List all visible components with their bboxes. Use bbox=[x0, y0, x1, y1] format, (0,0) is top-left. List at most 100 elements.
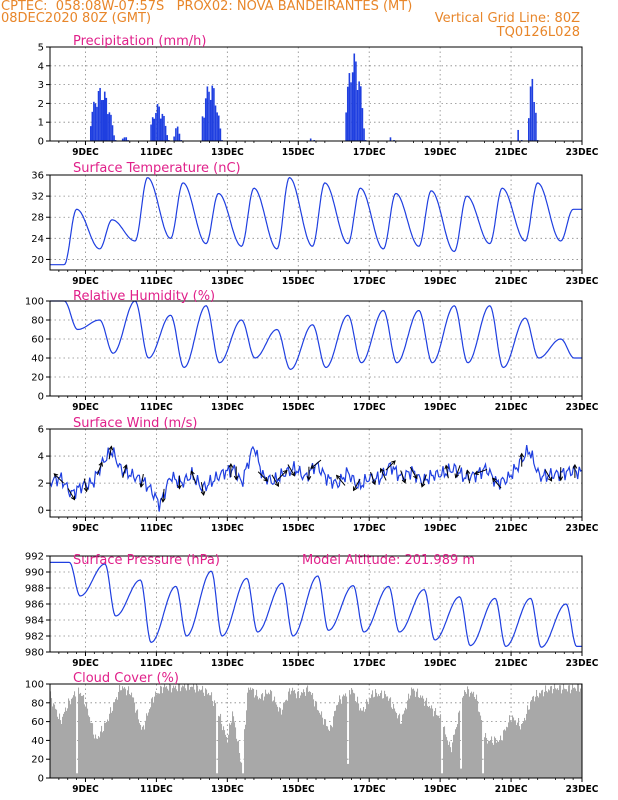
cloud-column bbox=[339, 695, 341, 778]
cloud-column bbox=[171, 692, 173, 778]
x-tick-label: 13DEC bbox=[211, 402, 244, 413]
cloud-column bbox=[196, 684, 198, 778]
cloud-column bbox=[405, 707, 407, 778]
cloud-column bbox=[93, 734, 95, 778]
precip-bar bbox=[103, 91, 106, 141]
cloud-column bbox=[298, 690, 300, 778]
cloud-column bbox=[566, 689, 568, 778]
cloud-column bbox=[55, 708, 57, 778]
wind-arrow bbox=[519, 452, 525, 467]
wind-arrow-shaft bbox=[257, 471, 268, 482]
wind-arrow bbox=[465, 469, 471, 484]
wind-arrow-head bbox=[519, 452, 525, 458]
pressure-line bbox=[50, 561, 582, 648]
cloud-column bbox=[295, 693, 297, 778]
precip-bar bbox=[346, 86, 349, 141]
wind-arrow-head bbox=[70, 495, 76, 501]
wind-arrow-shaft bbox=[162, 488, 165, 502]
cloud-column bbox=[577, 684, 579, 778]
wind-arrow bbox=[108, 445, 114, 460]
y-tick-label: 100 bbox=[25, 680, 44, 691]
cloud-column bbox=[360, 708, 362, 778]
wind-arrow-shaft bbox=[492, 477, 502, 489]
cloud-column bbox=[508, 722, 510, 778]
cloud-column bbox=[383, 698, 385, 778]
cloud-column bbox=[139, 723, 141, 778]
cloud-column bbox=[222, 730, 224, 778]
cloud-column bbox=[235, 727, 237, 778]
precip-bar bbox=[110, 114, 112, 141]
cloud-column bbox=[305, 695, 307, 778]
cloud-column bbox=[279, 707, 281, 778]
panel-pressure: 980 982 984 986 988 990 992 9DEC 11DEC 13DEC 15DEC… bbox=[25, 552, 599, 670]
y-tick-label: 80 bbox=[31, 316, 44, 327]
x-tick-label: 15DEC bbox=[282, 784, 315, 795]
precip-bar bbox=[175, 128, 177, 141]
cloud-column bbox=[185, 688, 187, 778]
cloud-column bbox=[120, 690, 122, 778]
y-tick-label: 4 bbox=[38, 61, 44, 72]
cloud-column bbox=[283, 702, 285, 778]
cloud-column bbox=[462, 697, 464, 778]
cloud-column bbox=[226, 736, 228, 778]
x-tick-label: 19DEC bbox=[424, 784, 457, 795]
cloud-column bbox=[150, 707, 152, 778]
panel-title: Relative Humidity (%) bbox=[73, 289, 215, 304]
cloud-column bbox=[376, 692, 378, 778]
cloud-column bbox=[385, 694, 387, 778]
cloud-column bbox=[367, 701, 369, 778]
cloud-column bbox=[575, 688, 577, 778]
cloud-column bbox=[231, 722, 233, 778]
cloud-column bbox=[170, 684, 172, 778]
cloud-column bbox=[225, 734, 227, 778]
header-model-code: TQ0126L028 bbox=[496, 25, 580, 40]
cloud-column bbox=[423, 698, 425, 778]
cloud-column bbox=[151, 698, 153, 778]
wind-arrow-head bbox=[379, 467, 385, 473]
panel-title: Precipitation (mm/h) bbox=[73, 34, 206, 49]
cloud-column bbox=[358, 703, 360, 778]
plot-frame bbox=[49, 46, 583, 142]
cloud-column bbox=[273, 700, 275, 778]
cloud-column bbox=[454, 734, 456, 778]
wind-arrow bbox=[122, 464, 128, 478]
wind-arrow-head bbox=[335, 474, 341, 480]
cloud-column bbox=[60, 720, 62, 778]
cloud-column bbox=[485, 733, 487, 778]
wind-arrow bbox=[353, 478, 361, 492]
cloud-column bbox=[331, 725, 333, 778]
y-tick-label: 0 bbox=[38, 392, 44, 403]
cloud-column bbox=[184, 684, 186, 778]
cloud-column bbox=[264, 696, 266, 778]
cloud-column bbox=[218, 715, 220, 778]
y-tick-label: 988 bbox=[25, 584, 44, 595]
cloud-column bbox=[447, 740, 449, 778]
x-tick-label: 9DEC bbox=[72, 147, 99, 158]
cloud-column bbox=[352, 689, 354, 778]
x-tick-label: 17DEC bbox=[353, 276, 386, 287]
wind-arrow-head bbox=[401, 478, 407, 484]
x-tick-label: 21DEC bbox=[495, 276, 528, 287]
wind-arrow-head bbox=[420, 482, 426, 488]
cloud-column bbox=[219, 716, 221, 778]
cloud-column bbox=[318, 710, 320, 778]
cloud-column bbox=[309, 691, 311, 778]
cloud-column bbox=[469, 696, 471, 778]
cloud-column bbox=[404, 710, 406, 778]
precip-bar bbox=[211, 85, 214, 141]
panel-cloud-cover: 0 20 40 60 80 100 9DEC 11DEC 13DEC 15DEC 17DEC 19DE… bbox=[25, 671, 599, 795]
cloud-column bbox=[312, 693, 314, 778]
cloud-column bbox=[441, 773, 443, 778]
cloud-column bbox=[335, 710, 337, 778]
wind-arrow bbox=[379, 467, 387, 481]
cloud-column bbox=[524, 717, 526, 778]
cloud-column bbox=[236, 738, 238, 778]
cloud-column bbox=[251, 689, 253, 778]
cloud-column bbox=[535, 696, 537, 778]
cloud-column bbox=[350, 694, 352, 778]
cloud-column bbox=[572, 684, 574, 778]
y-tick-label: 40 bbox=[31, 736, 44, 747]
y-tick-label: 0 bbox=[38, 774, 44, 785]
cloud-column bbox=[453, 734, 455, 778]
precip-bar bbox=[164, 125, 167, 141]
